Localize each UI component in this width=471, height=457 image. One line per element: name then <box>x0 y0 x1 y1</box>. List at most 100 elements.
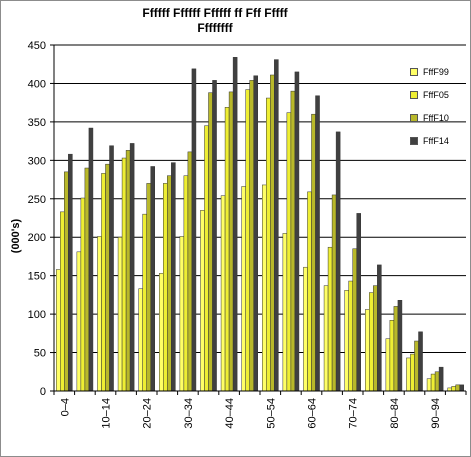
bar-FffF10-17 <box>414 340 419 392</box>
bar-FffF05-8 <box>224 107 230 392</box>
bar-FffF10-1 <box>84 167 90 392</box>
bar-FffF05-16 <box>389 320 395 392</box>
bar-FffF05-14 <box>348 280 353 392</box>
bar-FffF05-13 <box>327 246 333 392</box>
x-tick-label: 20–24 <box>142 398 154 429</box>
y-tick-label: 250 <box>28 194 46 206</box>
bar-FffF10-19 <box>455 384 460 392</box>
x-tick-label: 30–34 <box>183 398 195 429</box>
bar-FffF14-18 <box>438 366 444 392</box>
bar-FffF14-8 <box>232 57 238 392</box>
bar-FffF10-7 <box>208 92 213 392</box>
x-tick-label: 60–64 <box>307 398 319 429</box>
bar-FffF99-0 <box>56 269 61 392</box>
x-tick-label: 90–94 <box>430 398 442 429</box>
y-tick-label: 300 <box>28 155 46 167</box>
bar-FffF10-18 <box>434 371 440 392</box>
bar-FffF10-13 <box>331 194 337 392</box>
bar-FffF10-6 <box>187 151 193 392</box>
legend-label: FffF05 <box>423 89 449 100</box>
y-tick-label: 150 <box>28 271 46 283</box>
bar-FffF14-5 <box>171 162 176 392</box>
bar-FffF05-9 <box>245 89 250 392</box>
x-tick-label: 50–54 <box>265 398 277 429</box>
bar-FffF10-11 <box>290 90 296 392</box>
bar-FffF99-18 <box>426 378 432 392</box>
bar-FffF05-3 <box>121 157 127 392</box>
bar-FffF14-0 <box>68 153 73 392</box>
chart-title-line-1: Ffffff Ffffff Ffffff ff Fff Fffff <box>142 6 288 20</box>
bar-FffF05-18 <box>430 373 436 392</box>
bar-FffF14-15 <box>377 264 382 392</box>
bar-FffF99-1 <box>76 251 82 392</box>
chart-title: Ffffff Ffffff Ffffff ff Fff Fffff Ffffff… <box>80 6 350 36</box>
bar-FffF14-4 <box>150 166 155 392</box>
bar-FffF05-7 <box>204 125 209 392</box>
bar-FffF05-17 <box>410 353 415 392</box>
bar-FffF10-9 <box>249 80 254 392</box>
bar-FffF14-19 <box>459 384 464 392</box>
legend-swatch <box>410 90 418 99</box>
bar-FffF14-3 <box>129 143 135 392</box>
bar-FffF99-17 <box>406 357 411 392</box>
bar-FffF99-4 <box>138 288 143 392</box>
bar-FffF99-15 <box>365 309 370 392</box>
bar-FffF99-6 <box>179 236 185 392</box>
bar-FffF05-11 <box>286 112 292 392</box>
legend-item: FffF05 <box>410 83 465 106</box>
bar-FffF10-12 <box>311 113 316 392</box>
bar-FffF14-11 <box>294 71 300 392</box>
bar-FffF10-10 <box>270 74 275 392</box>
x-tick-label: 70–74 <box>348 398 360 429</box>
y-tick-label: 350 <box>28 117 46 129</box>
legend-swatch <box>410 136 418 145</box>
y-tick-label: 0 <box>40 386 46 398</box>
bar-FffF99-3 <box>117 236 123 392</box>
bar-FffF99-10 <box>262 184 267 392</box>
bar-FffF14-9 <box>253 75 258 392</box>
bar-FffF05-12 <box>307 191 312 392</box>
bar-FffF99-12 <box>303 266 308 392</box>
chart-title-line-2: Ffffffff <box>197 21 233 35</box>
bar-FffF14-1 <box>88 127 94 392</box>
bar-FffF10-14 <box>352 248 357 392</box>
bar-FffF99-13 <box>323 285 329 392</box>
x-tick-label: 0–4 <box>59 398 71 416</box>
bar-FffF14-13 <box>335 131 341 392</box>
bar-FffF05-10 <box>266 97 271 392</box>
bar-FffF14-12 <box>315 95 320 392</box>
bar-FffF14-17 <box>418 331 423 392</box>
legend-label: FffF14 <box>423 135 449 146</box>
legend-swatch <box>410 67 418 76</box>
bar-FffF05-15 <box>369 292 374 392</box>
legend-label: FffF99 <box>423 66 449 77</box>
legend-label: FffF10 <box>423 112 449 123</box>
legend-swatch <box>410 113 418 122</box>
bar-FffF99-2 <box>97 236 102 392</box>
bar-FffF05-0 <box>60 211 65 392</box>
bar-FffF05-1 <box>80 197 86 392</box>
bar-FffF10-8 <box>228 91 234 392</box>
bar-FffF14-10 <box>274 59 279 392</box>
bar-FffF10-2 <box>105 163 110 392</box>
bar-FffF99-5 <box>159 273 164 392</box>
bar-FffF10-16 <box>393 306 399 392</box>
legend-item: FffF14 <box>410 129 465 152</box>
y-tick-label: 50 <box>34 348 46 360</box>
bar-FffF99-14 <box>344 290 349 392</box>
bar-FffF99-9 <box>241 186 246 392</box>
y-tick-label: 200 <box>28 232 46 244</box>
x-tick-label: 80–84 <box>389 398 401 429</box>
x-tick-label: 10–14 <box>101 398 113 429</box>
bar-FffF05-4 <box>142 213 147 392</box>
bar-FffF99-8 <box>220 195 226 392</box>
x-tick-label: 40–44 <box>224 398 236 429</box>
bar-FffF05-5 <box>163 183 168 392</box>
bar-FffF10-5 <box>167 175 172 392</box>
bar-FffF99-16 <box>385 338 391 392</box>
bar-FffF10-15 <box>373 285 378 392</box>
bar-FffF05-2 <box>101 173 106 392</box>
bar-FffF14-6 <box>191 68 197 392</box>
bar-FffF99-11 <box>282 233 288 392</box>
